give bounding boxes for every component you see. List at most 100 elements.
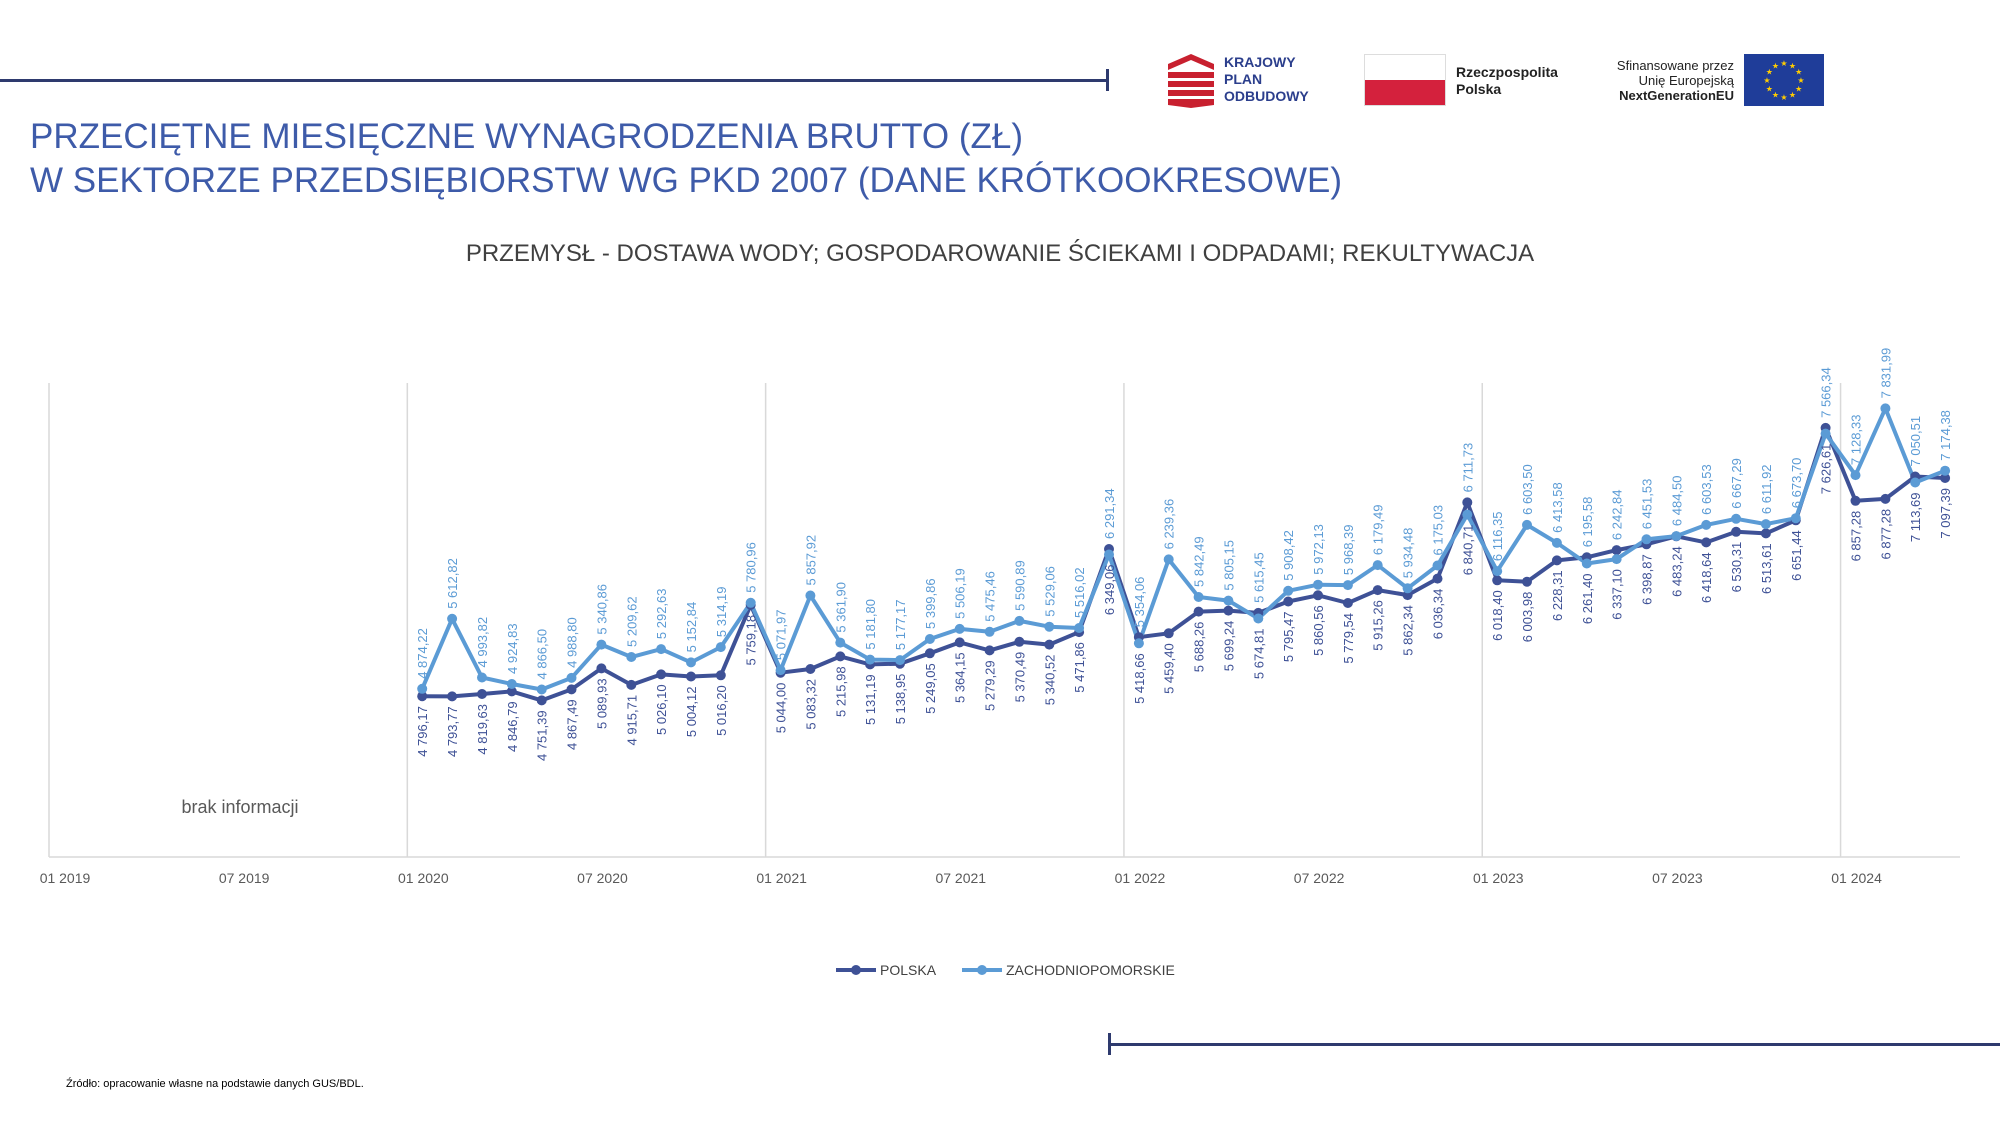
data-point-zachodniopomorskie: [835, 637, 846, 648]
data-label-polska: 5 016,20: [714, 685, 729, 736]
page-title: PRZECIĘTNE MIESIĘCZNE WYNAGRODZENIA BRUT…: [30, 115, 1342, 203]
chart-title: PRZEMYSŁ - DOSTAWA WODY; GOSPODAROWANIE …: [465, 240, 1535, 267]
data-point-zachodniopomorskie: [1372, 560, 1383, 571]
x-tick-label: 01 2022: [1115, 870, 1166, 886]
data-label-polska: 5 026,10: [654, 684, 669, 735]
data-point-zachodniopomorskie: [656, 644, 667, 655]
data-label-zachodniopomorskie: 7 128,33: [1849, 414, 1864, 465]
data-label-zachodniopomorskie: 6 179,49: [1371, 504, 1386, 555]
data-point-zachodniopomorskie: [1641, 534, 1652, 545]
data-point-zachodniopomorskie: [536, 684, 547, 695]
data-label-polska: 5 089,93: [594, 678, 609, 729]
legend-item-zachodniopomorskie: ZACHODNIOPOMORSKIE: [1006, 962, 1175, 978]
data-label-polska: 6 418,64: [1699, 552, 1714, 603]
data-point-polska: [686, 671, 696, 682]
data-label-zachodniopomorskie: 5 857,92: [803, 535, 818, 586]
x-tick-label: 07 2020: [577, 870, 628, 886]
data-point-zachodniopomorskie: [686, 657, 696, 668]
data-point-zachodniopomorskie: [1880, 403, 1891, 414]
data-point-polska: [1014, 636, 1025, 647]
data-point-zachodniopomorskie: [1163, 554, 1174, 565]
data-point-zachodniopomorskie: [1820, 428, 1831, 439]
data-label-zachodniopomorskie: 7 174,38: [1938, 410, 1953, 461]
data-label-zachodniopomorskie: 4 993,82: [475, 617, 490, 668]
data-label-polska: 7 626,61: [1819, 444, 1834, 495]
legend-item-polska-marker: [851, 965, 861, 975]
x-tick-label: 01 2020: [398, 870, 449, 886]
data-label-zachodniopomorskie: 5 506,19: [953, 568, 968, 619]
data-label-polska: 5 364,15: [953, 652, 968, 703]
data-label-polska: 6 877,28: [1878, 509, 1893, 560]
data-label-polska: 6 261,40: [1580, 574, 1595, 625]
data-label-zachodniopomorskie: 6 291,34: [1102, 488, 1117, 539]
data-label-zachodniopomorskie: 5 934,48: [1401, 528, 1416, 579]
data-label-zachodniopomorskie: 6 711,73: [1460, 443, 1475, 493]
polish-flag-icon: [1364, 54, 1446, 106]
data-label-zachodniopomorskie: 5 780,96: [744, 542, 759, 593]
data-point-polska: [656, 669, 667, 680]
data-label-polska: 6 036,34: [1431, 589, 1446, 640]
data-point-zachodniopomorskie: [1193, 592, 1204, 602]
data-label-polska: 5 138,95: [893, 674, 908, 725]
data-point-polska: [1492, 575, 1503, 586]
data-label-polska: 5 862,34: [1401, 605, 1416, 656]
page-title-line1: PRZECIĘTNE MIESIĘCZNE WYNAGRODZENIA BRUT…: [30, 117, 1024, 156]
data-label-polska: 5 759,18: [744, 615, 759, 666]
data-label-zachodniopomorskie: 5 908,42: [1281, 530, 1296, 581]
data-point-zachodniopomorskie: [1342, 580, 1353, 591]
data-label-polska: 5 688,26: [1192, 622, 1207, 673]
data-label-polska: 4 846,79: [505, 701, 520, 752]
eu-logo: Sfinansowane przez Unię Europejską NextG…: [1594, 54, 1824, 106]
data-label-zachodniopomorskie: 5 529,06: [1042, 566, 1057, 617]
data-point-zachodniopomorskie: [1074, 623, 1085, 633]
data-label-zachodniopomorskie: 6 242,84: [1610, 489, 1625, 540]
x-tick-label: 01 2024: [1831, 870, 1882, 886]
eu-line3: NextGenerationEU: [1619, 88, 1734, 103]
data-point-zachodniopomorskie: [1104, 549, 1114, 560]
x-tick-label: 07 2022: [1294, 870, 1345, 886]
data-point-zachodniopomorskie: [1731, 513, 1742, 524]
kpo-line1: KRAJOWY: [1224, 54, 1296, 70]
data-point-zachodniopomorskie: [1283, 585, 1294, 596]
data-point-zachodniopomorskie: [1581, 558, 1592, 569]
data-label-polska: 5 418,66: [1132, 653, 1147, 704]
eu-star-icon: ★: [1789, 91, 1796, 100]
data-point-polska: [1193, 606, 1204, 617]
data-point-polska: [1940, 473, 1951, 483]
data-label-zachodniopomorskie: 5 399,86: [923, 578, 938, 629]
data-point-zachodniopomorskie: [745, 597, 756, 608]
rp-line1: Rzeczpospolita: [1456, 64, 1558, 80]
data-point-polska: [1522, 576, 1532, 587]
data-point-polska: [477, 689, 487, 699]
data-label-polska: 5 249,05: [923, 663, 938, 714]
eu-flag-icon: ★ ★ ★ ★ ★ ★ ★ ★ ★ ★ ★ ★: [1744, 54, 1824, 106]
data-label-zachodniopomorskie: 6 239,36: [1162, 499, 1177, 550]
data-label-polska: 4 867,49: [565, 699, 580, 750]
source-note: Źródło: opracowanie własne na podstawie …: [66, 1078, 364, 1090]
data-point-polska: [1701, 537, 1712, 548]
data-label-polska: 5 044,00: [774, 683, 789, 734]
data-label-polska: 6 018,40: [1490, 590, 1505, 641]
data-label-polska: 5 004,12: [684, 687, 699, 738]
data-point-polska: [1611, 545, 1622, 556]
data-point-zachodniopomorskie: [1790, 513, 1801, 524]
data-label-polska: 4 793,77: [445, 706, 460, 757]
data-point-polska: [626, 679, 637, 690]
data-point-zachodniopomorskie: [775, 665, 786, 676]
data-label-polska: 6 840,71: [1460, 525, 1475, 576]
data-point-zachodniopomorskie: [626, 652, 637, 662]
data-point-zachodniopomorskie: [984, 626, 995, 637]
data-point-polska: [984, 645, 995, 656]
data-point-zachodniopomorskie: [447, 613, 458, 624]
data-point-zachodniopomorskie: [1044, 621, 1055, 632]
no-data-label: brak informacji: [181, 797, 298, 817]
data-label-zachodniopomorskie: 4 988,80: [565, 617, 580, 668]
data-label-zachodniopomorskie: 5 340,86: [594, 584, 609, 635]
data-label-polska: 5 915,26: [1371, 600, 1386, 651]
data-point-polska: [447, 691, 458, 702]
top-rule: [0, 79, 1108, 82]
kpo-line3: ODBUDOWY: [1224, 88, 1309, 104]
data-label-polska: 6 530,31: [1729, 542, 1744, 593]
data-point-zachodniopomorskie: [566, 672, 577, 683]
data-point-zachodniopomorskie: [1671, 531, 1682, 542]
